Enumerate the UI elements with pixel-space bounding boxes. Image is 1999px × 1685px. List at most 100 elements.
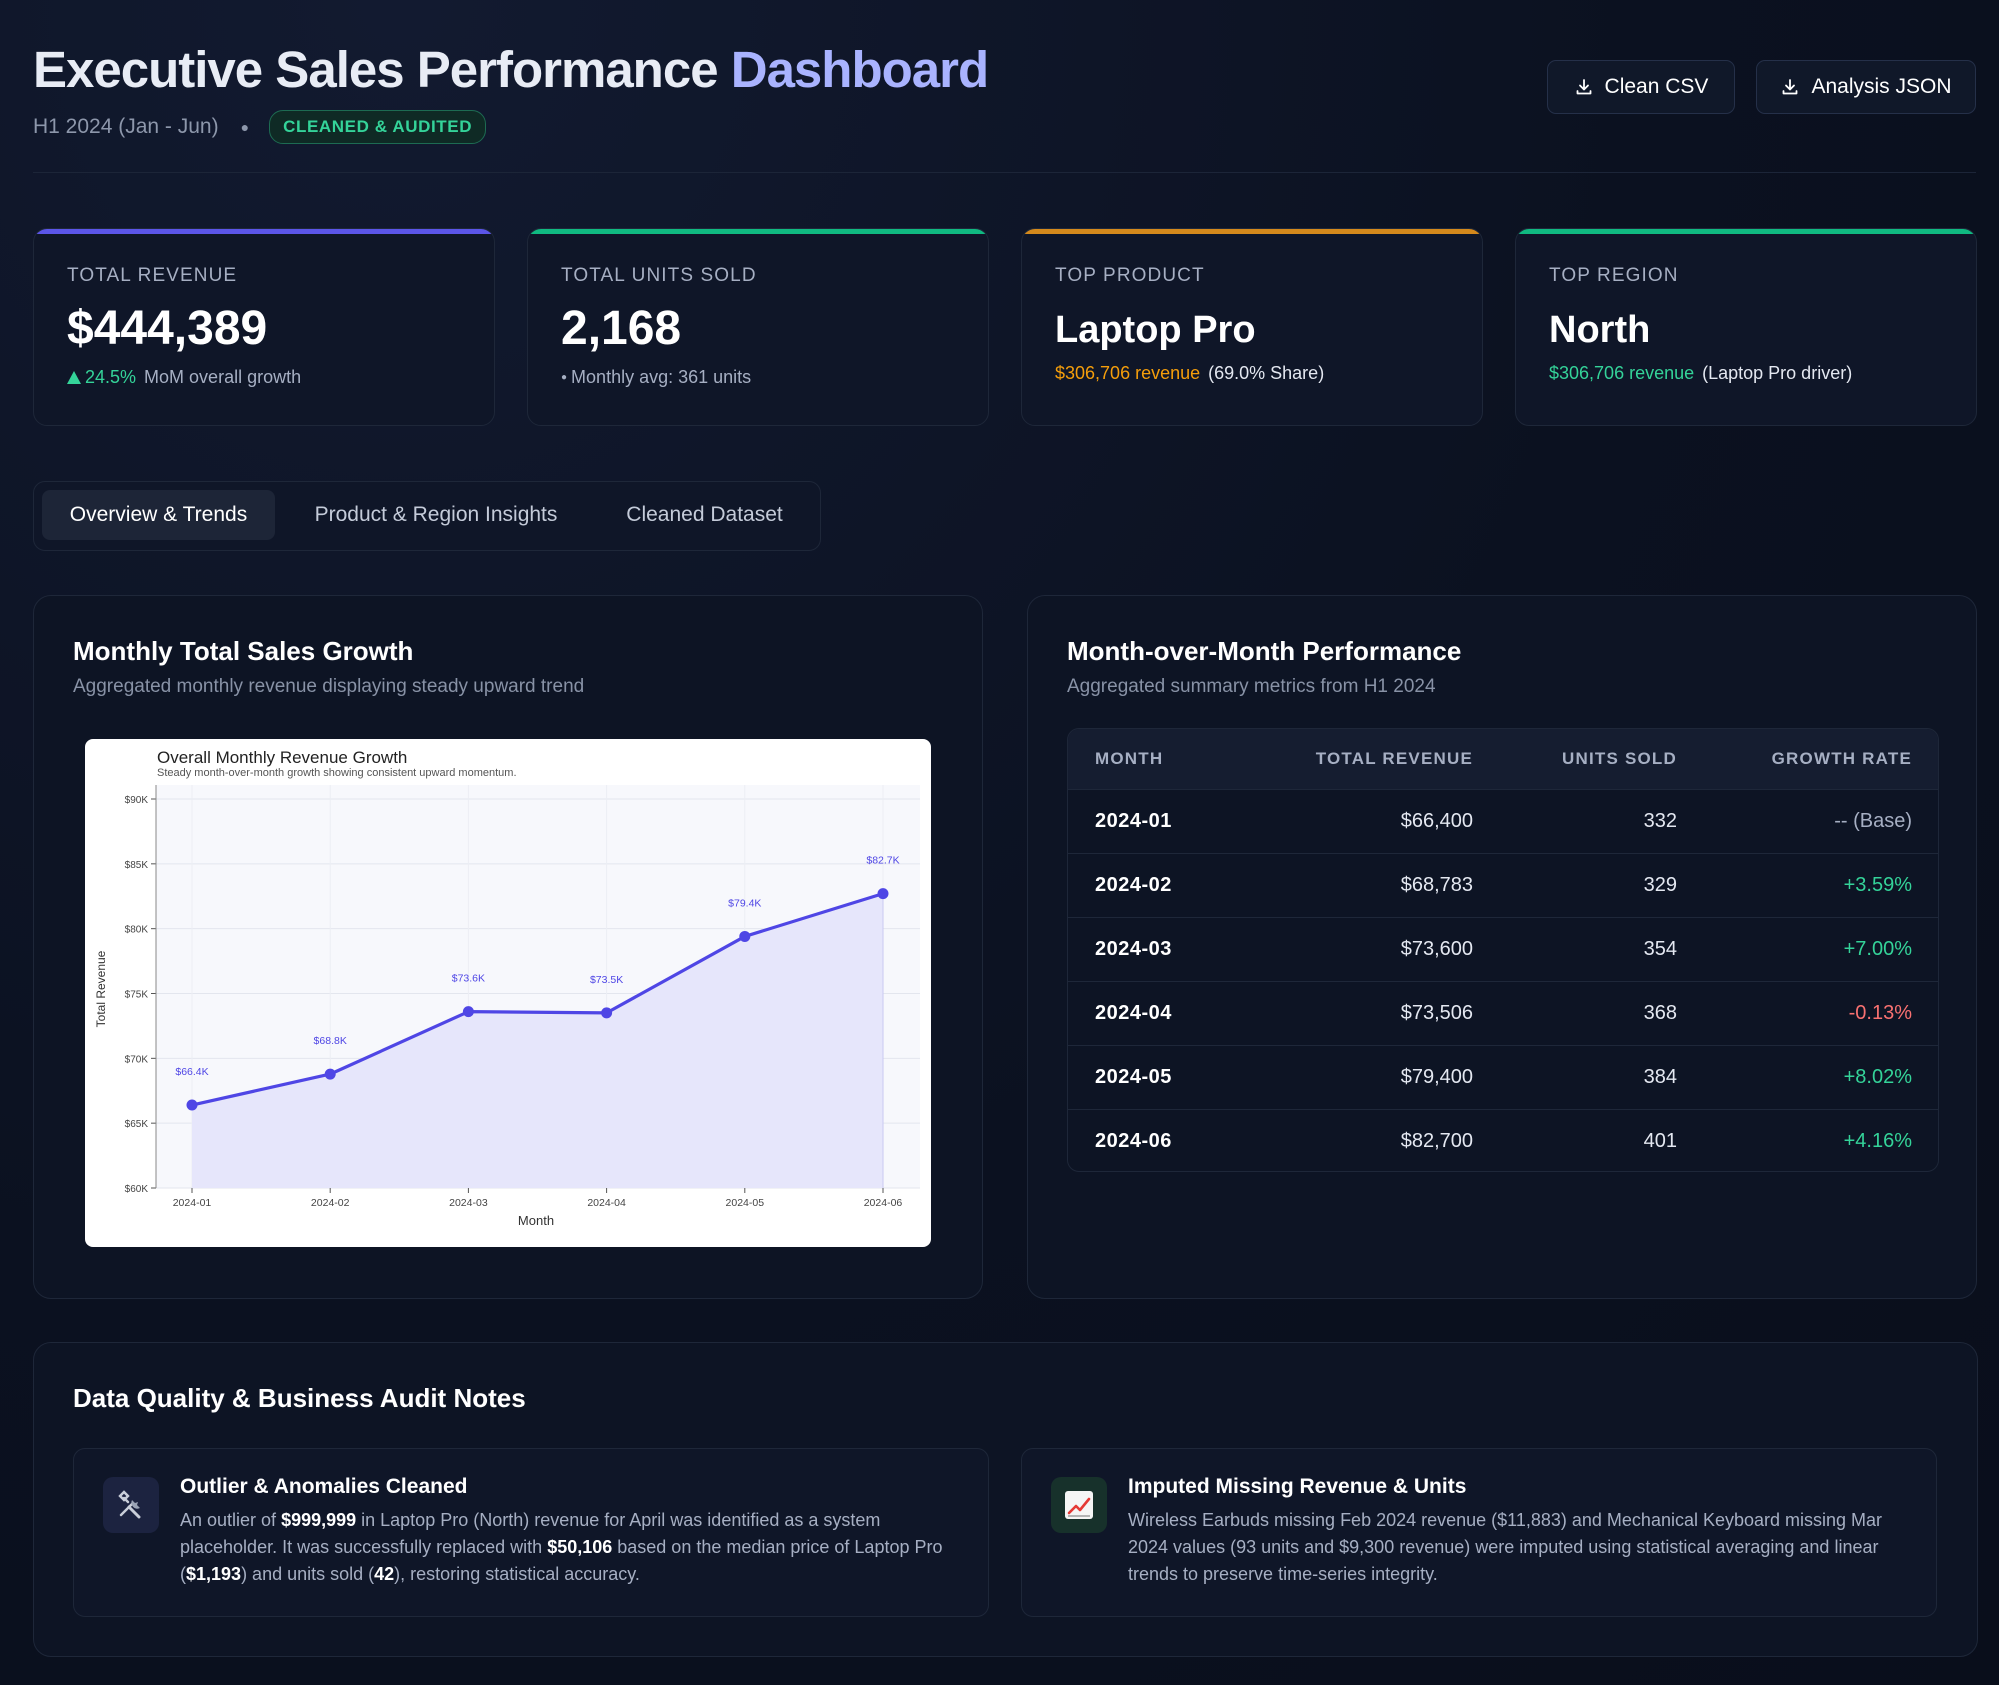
y-tick-label: $85K <box>125 860 149 871</box>
data-point <box>877 888 889 900</box>
cell-month: 2024-02 <box>1095 874 1172 896</box>
page-title: Executive Sales Performance Dashboard <box>33 40 989 99</box>
kpi-card-total-revenue: TOTAL REVENUE $444,389 24.5% MoM overall… <box>33 228 495 426</box>
kpi-growth-value: 24.5% <box>85 367 137 387</box>
download-json-button[interactable]: Analysis JSON <box>1756 60 1976 114</box>
mom-table: MONTH TOTAL REVENUE UNITS SOLD GROWTH RA… <box>1067 728 1939 1172</box>
revenue-line-chart: Overall Monthly Revenue Growth Steady mo… <box>94 748 920 1228</box>
kpi-region-driver: (Laptop Pro driver) <box>1702 363 1853 383</box>
bullet-icon: ● <box>561 372 568 383</box>
kpi-growth: 24.5% MoM overall growth <box>67 367 301 388</box>
download-icon <box>1783 79 1798 95</box>
x-tick-label: 2024-04 <box>587 1197 626 1209</box>
x-tick-label: 2024-06 <box>864 1197 903 1209</box>
audit-note-imputed: Imputed Missing Revenue & Units Wireless… <box>1021 1448 1937 1617</box>
y-tick-label: $70K <box>125 1054 149 1065</box>
kpi-label: TOTAL REVENUE <box>67 265 238 286</box>
x-tick-label: 2024-05 <box>726 1197 765 1209</box>
kpi-label: TOTAL UNITS SOLD <box>561 265 757 286</box>
kpi-label: TOP PRODUCT <box>1055 265 1205 286</box>
status-badge: CLEANED & AUDITED <box>269 110 487 144</box>
panel-title: Data Quality & Business Audit Notes <box>73 1383 526 1413</box>
kpi-card-total-units: TOTAL UNITS SOLD 2,168 ● Monthly avg: 36… <box>527 228 989 426</box>
kpi-region-revenue: $306,706 revenue <box>1549 363 1695 383</box>
cell-revenue: $79,400 <box>1400 1066 1473 1088</box>
table-row: 2024-04 $73,506 368 -0.13% <box>1068 981 1938 1045</box>
chart-up-icon <box>1051 1477 1107 1533</box>
tab-bar: Overview & Trends Product & Region Insig… <box>33 481 821 551</box>
note-text: in Laptop Pro (North) revenue for April … <box>180 1510 881 1557</box>
y-tick-label: $65K <box>125 1119 149 1130</box>
x-tick-label: 2024-01 <box>173 1197 212 1209</box>
note-highlight: 42 <box>374 1564 395 1584</box>
cell-units: 384 <box>1643 1066 1677 1088</box>
y-axis-label: Total Revenue <box>94 950 108 1027</box>
period-line: H1 2024 (Jan - Jun) ● CLEANED & AUDITED <box>33 110 487 144</box>
data-label: $66.4K <box>175 1066 208 1078</box>
table-row: 2024-03 $73,600 354 +7.00% <box>1068 917 1938 981</box>
panel-title: Month-over-Month Performance <box>1067 636 1462 666</box>
cell-growth: -0.13% <box>1848 1002 1912 1024</box>
data-point <box>739 930 751 942</box>
cell-month: 2024-06 <box>1095 1130 1172 1152</box>
chart-title: Overall Monthly Revenue Growth <box>157 748 407 767</box>
column-header-month[interactable]: MONTH <box>1095 749 1164 768</box>
cell-revenue: $66,400 <box>1400 810 1473 832</box>
sales-growth-panel: Monthly Total Sales Growth Aggregated mo… <box>33 595 983 1299</box>
page-title-main: Executive Sales Performance <box>33 41 719 98</box>
kpi-accent-bar <box>1516 229 1976 234</box>
column-header-growth[interactable]: GROWTH RATE <box>1771 749 1912 768</box>
tab-product-region-insights[interactable]: Product & Region Insights <box>314 503 558 526</box>
cell-month: 2024-03 <box>1095 938 1172 960</box>
download-csv-button[interactable]: Clean CSV <box>1547 60 1735 114</box>
note-body: Wireless Earbuds missing Feb 2024 revenu… <box>1128 1510 1883 1584</box>
data-label: $82.7K <box>866 855 899 867</box>
data-label: $68.8K <box>314 1035 347 1047</box>
download-json-label: Analysis JSON <box>1811 75 1952 98</box>
note-title: Outlier & Anomalies Cleaned <box>180 1475 468 1498</box>
data-label: $73.6K <box>452 973 485 985</box>
cell-revenue: $73,506 <box>1400 1002 1473 1024</box>
y-tick-label: $60K <box>125 1184 149 1195</box>
audit-notes-panel: Data Quality & Business Audit Notes Outl… <box>33 1342 1978 1657</box>
kpi-subtext: ● Monthly avg: 361 units <box>561 367 751 388</box>
x-tick-label: 2024-03 <box>449 1197 488 1209</box>
note-text: ), restoring statistical accuracy. <box>394 1564 640 1584</box>
table-row: 2024-05 $79,400 384 +8.02% <box>1068 1045 1938 1109</box>
kpi-accent-bar <box>528 229 988 234</box>
y-tick-label: $80K <box>125 925 149 936</box>
kpi-card-top-region: TOP REGION North $306,706 revenue (Lapto… <box>1515 228 1977 426</box>
cell-growth: +7.00% <box>1843 938 1912 960</box>
cell-units: 354 <box>1643 938 1677 960</box>
cell-units: 332 <box>1643 810 1677 832</box>
cell-units: 368 <box>1643 1002 1677 1024</box>
table-row: 2024-01 $66,400 332 -- (Base) <box>1068 789 1938 853</box>
kpi-card-top-product: TOP PRODUCT Laptop Pro $306,706 revenue … <box>1021 228 1483 426</box>
column-header-revenue[interactable]: TOTAL REVENUE <box>1315 749 1473 768</box>
kpi-accent-bar <box>34 229 494 234</box>
kpi-product-revenue: $306,706 revenue <box>1055 363 1201 383</box>
tab-overview-trends[interactable]: Overview & Trends <box>42 490 275 540</box>
kpi-accent-bar <box>1022 229 1482 234</box>
series-line <box>191 892 884 1107</box>
table-header: MONTH TOTAL REVENUE UNITS SOLD GROWTH RA… <box>1068 729 1938 789</box>
cell-revenue: $82,700 <box>1400 1130 1473 1152</box>
data-label: $73.5K <box>590 974 623 986</box>
revenue-chart-card: Overall Monthly Revenue Growth Steady mo… <box>85 739 931 1247</box>
note-highlight: $999,999 <box>281 1510 357 1530</box>
kpi-value: North <box>1549 309 1651 351</box>
x-axis-label: Month <box>518 1213 554 1228</box>
kpi-value: Laptop Pro <box>1055 309 1256 351</box>
column-header-units[interactable]: UNITS SOLD <box>1562 749 1677 768</box>
download-csv-label: Clean CSV <box>1604 75 1709 98</box>
panel-title: Monthly Total Sales Growth <box>73 636 414 666</box>
note-highlight: $50,106 <box>547 1537 613 1557</box>
cell-month: 2024-05 <box>1095 1066 1172 1088</box>
table-row: 2024-06 $82,700 401 +4.16% <box>1068 1109 1938 1171</box>
cell-units: 329 <box>1643 874 1677 896</box>
note-highlight: $1,193 <box>186 1564 242 1584</box>
tab-cleaned-dataset[interactable]: Cleaned Dataset <box>626 503 783 526</box>
kpi-growth-delta: 24.5% <box>67 367 136 388</box>
triangle-up-icon <box>67 371 81 384</box>
cell-growth: +3.59% <box>1843 874 1912 896</box>
